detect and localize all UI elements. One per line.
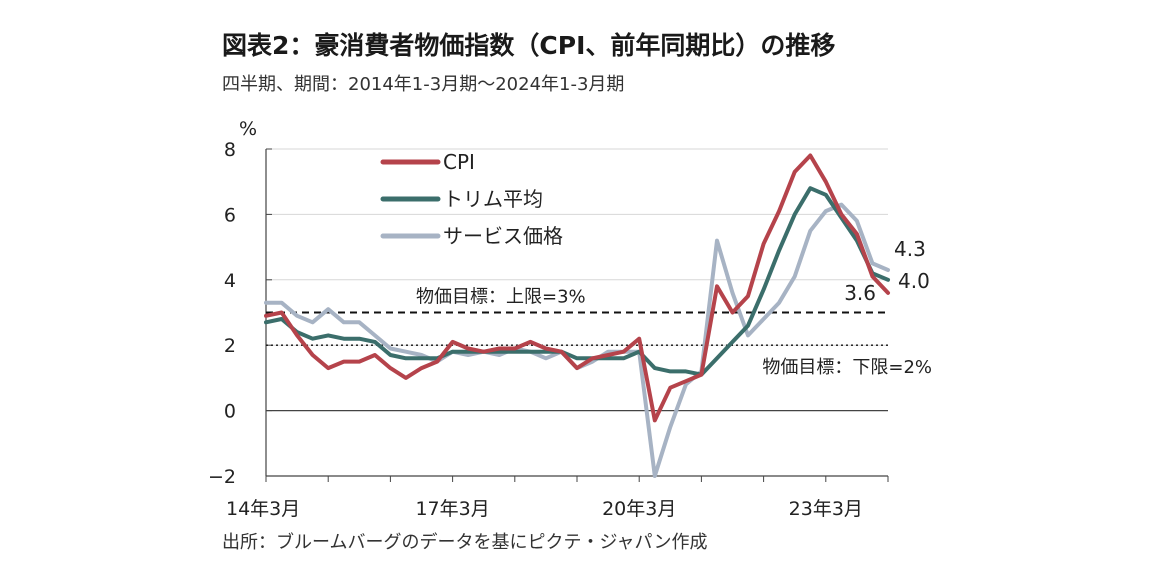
y-tick-label: 6 [224,204,236,226]
x-tick-label: 14年3月 [226,498,300,520]
y-axis-unit: % [239,118,257,140]
y-tick-label: 2 [224,335,236,357]
legend-label-0: CPI [443,150,475,174]
y-tick-label: −2 [208,466,236,488]
chart-subtitle: 四半期、期間：2014年1-3月期～2024年1-3月期 [222,74,625,95]
series-line-1 [264,186,890,377]
chart-title: 図表2：豪消費者物価指数（CPI、前年同期比）の推移 [222,31,836,60]
end-labels: 4.3 4.0 3.6 [844,237,930,305]
y-tick-label: 0 [224,401,236,423]
y-tick-label: 8 [224,139,236,161]
x-tick-label: 23年3月 [789,498,863,520]
reference-lines: 物価目標：上限=3% 物価目標：下限=2% [266,287,932,378]
x-tick-label: 20年3月 [602,498,676,520]
end-label: 4.3 [894,237,926,261]
source-note: 出所：ブルームバーグのデータを基にピクテ・ジャパン作成 [222,532,708,553]
series-line-0 [264,153,890,423]
gridlines [266,148,888,346]
axes: −2 0 2 4 6 8% 14年3月 17年3月 20年3月 23年3月 [208,118,889,520]
end-label: 4.0 [898,269,930,293]
reference-line-label-2: 物価目標：下限=2% [762,357,932,378]
x-tick-label: 17年3月 [415,498,489,520]
reference-line-label-3: 物価目標：上限=3% [416,287,586,308]
y-tick-label: 4 [224,270,236,292]
legend-label-1: トリム平均 [443,187,543,211]
series-lines [264,153,890,478]
end-label: 3.6 [844,281,876,305]
legend-label-2: サービス価格 [443,224,563,248]
